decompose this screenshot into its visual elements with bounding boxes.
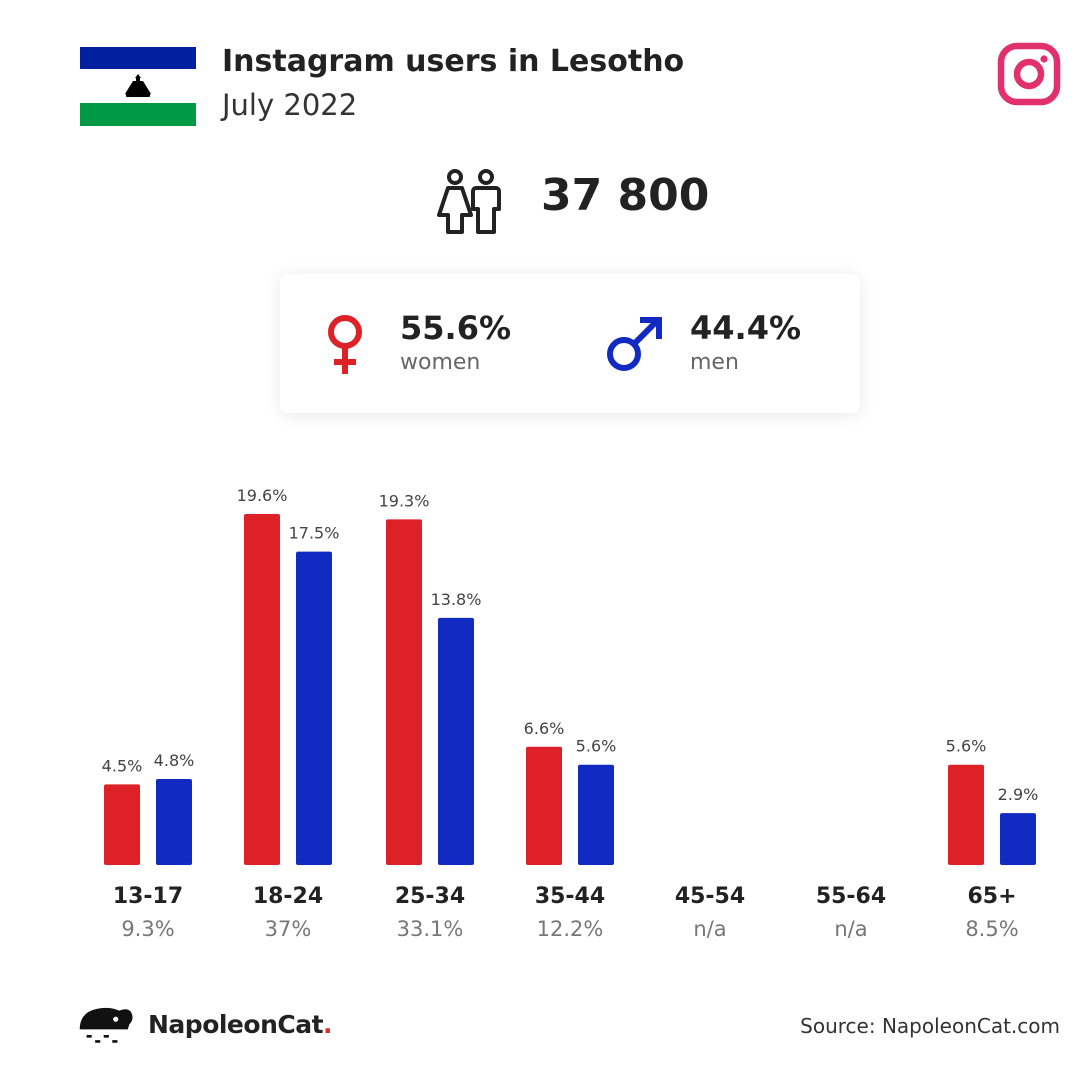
bar-men-13-17 [156, 779, 192, 865]
lesotho-flag-icon [80, 47, 196, 126]
men-percent: 44.4% [690, 309, 802, 347]
category-label-13-17: 13-17 [112, 884, 184, 909]
data-label-men-13-17: 4.8% [154, 751, 195, 770]
data-label-women-35-44: 6.6% [524, 719, 565, 738]
category-label-45-54: 45-54 [674, 884, 746, 909]
men-label: men [690, 350, 739, 375]
bar-women-13-17 [104, 784, 140, 865]
data-label-women-18-24: 19.6% [237, 486, 288, 505]
bar-women-65+ [948, 764, 984, 865]
bar-women-18-24 [244, 514, 280, 865]
users-icon [437, 169, 501, 234]
data-label-men-35-44: 5.6% [576, 737, 617, 756]
bar-men-35-44 [578, 764, 614, 865]
data-label-men-18-24: 17.5% [289, 524, 340, 543]
data-label-women-25-34: 19.3% [379, 491, 430, 510]
category-label-65+: 65+ [967, 884, 1017, 909]
brand-dot: . [323, 1010, 333, 1039]
gender-card: 55.6% women 44.4% men [280, 274, 860, 413]
source-text: Source: NapoleonCat.com [800, 1014, 1060, 1038]
female-icon [328, 315, 362, 374]
category-share-65+: 8.5% [965, 917, 1019, 941]
data-label-women-13-17: 4.5% [102, 756, 143, 775]
bar-men-25-34 [438, 617, 474, 865]
bar-men-65+ [1000, 813, 1036, 865]
category-share-13-17: 9.3% [121, 917, 175, 941]
category-label-55-64: 55-64 [815, 884, 887, 909]
bar-women-35-44 [526, 746, 562, 865]
data-label-women-65+: 5.6% [946, 737, 987, 756]
category-share-25-34: 33.1% [396, 917, 464, 941]
age-gender-bar-chart: 4.5% 4.8% 19.6%17.5% 19.3% 13.8% 6.6% 5.6% 5.6%… [102, 486, 1039, 865]
category-label-25-34: 25-34 [394, 884, 466, 909]
data-label-men-65+: 2.9% [998, 785, 1039, 804]
brand-name: NapoleonCat. [148, 1010, 333, 1039]
brand-text: NapoleonCat [148, 1010, 324, 1039]
category-label-35-44: 35-44 [534, 884, 606, 909]
category-share-35-44: 12.2% [536, 917, 604, 941]
data-label-men-25-34: 13.8% [431, 590, 482, 609]
napoleoncat-logo-icon [79, 1007, 133, 1043]
category-label-18-24: 18-24 [252, 884, 324, 909]
women-percent: 55.6% [400, 309, 512, 347]
category-share-55-64: n/a [834, 917, 868, 941]
male-icon [607, 317, 662, 371]
page-title: Instagram users in Lesotho [222, 44, 685, 79]
women-label: women [400, 350, 481, 375]
category-share-18-24: 37% [264, 917, 312, 941]
total-users: 37 800 [541, 170, 710, 221]
page-subtitle: July 2022 [222, 88, 358, 122]
bar-women-25-34 [386, 519, 422, 865]
category-share-45-54: n/a [693, 917, 727, 941]
instagram-icon [997, 42, 1061, 106]
bar-men-18-24 [296, 551, 332, 865]
